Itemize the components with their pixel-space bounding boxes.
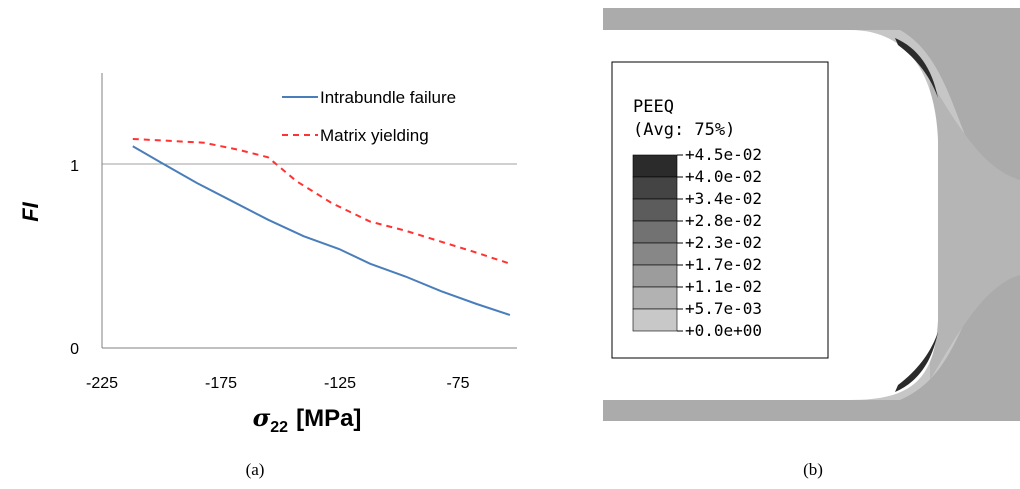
contour-legend: PEEQ (Avg: 75%) +4.5e-02 +4.0e-02 +3.4e-02… (611, 61, 829, 359)
x-tick-label-neg125: -125 (324, 375, 356, 392)
contour-tick-label-0: +4.5e-02 (685, 145, 762, 164)
legend-label-intrabundle: Intrabundle failure (320, 88, 456, 107)
contour-swatch-5 (632, 264, 678, 288)
x-axis-unit: [MPa] (296, 405, 361, 432)
contour-ligament (930, 80, 1020, 380)
line-chart: 0 1 -225 -175 -125 -75 FI σ22 [MPa] Intra… (18, 73, 517, 479)
caption-a: (a) (246, 460, 265, 479)
y-tick-label-1: 1 (70, 158, 79, 175)
contour-swatch-4 (632, 242, 678, 266)
strain-concentration-top (895, 38, 938, 98)
x-tick-label-neg225: -225 (86, 375, 118, 392)
contour-swatch-0 (632, 154, 678, 178)
contour-swatch-6 (632, 286, 678, 310)
series-line-intrabundle-failure (132, 145, 511, 316)
contour-swatch-2 (632, 198, 678, 222)
contour-tick-label-3: +2.8e-02 (685, 211, 762, 230)
x-tick-label-neg175: -175 (205, 375, 237, 392)
x-axis-subscript: 22 (270, 419, 288, 436)
contour-plot: PEEQ (Avg: 75%) +4.5e-02 +4.0e-02 +3.4e-02… (603, 8, 1020, 479)
strain-concentration-bottom (895, 332, 938, 392)
contour-tick-label-6: +1.1e-02 (685, 277, 762, 296)
y-tick-label-0: 0 (70, 341, 79, 358)
y-axis-label: FI (18, 201, 43, 221)
legend-label-matrix: Matrix yielding (320, 126, 429, 145)
contour-swatch-3 (632, 220, 678, 244)
caption-b: (b) (803, 460, 823, 479)
x-axis-label: σ22 [MPa] (253, 403, 362, 436)
contour-scale: +4.5e-02 +4.0e-02 +3.4e-02 +2.8e-02 +2.3e-02… (632, 145, 762, 340)
contour-tick-label-2: +3.4e-02 (685, 189, 762, 208)
plot-marks (132, 138, 511, 316)
contour-swatch-1 (632, 176, 678, 200)
contour-legend-title: PEEQ (633, 97, 674, 117)
contour-tick-label-8: +0.0e+00 (685, 321, 762, 340)
contour-tick-label-5: +1.7e-02 (685, 255, 762, 274)
series-line-matrix-yielding (132, 138, 511, 265)
x-tick-label-neg75: -75 (446, 375, 469, 392)
contour-tick-label-1: +4.0e-02 (685, 167, 762, 186)
chart-legend: Intrabundle failure Matrix yielding (282, 88, 456, 145)
contour-tick-label-4: +2.3e-02 (685, 233, 762, 252)
contour-legend-subtitle: (Avg: 75%) (633, 120, 735, 140)
x-axis-symbol: σ (253, 403, 271, 432)
contour-tick-label-7: +5.7e-03 (685, 299, 762, 318)
contour-swatch-7 (632, 308, 678, 332)
